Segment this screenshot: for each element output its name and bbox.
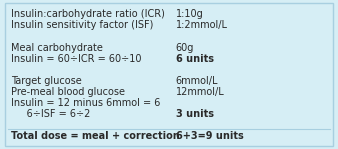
Text: Total dose = meal + correction: Total dose = meal + correction [11, 131, 180, 141]
Text: 6÷ISF = 6÷2: 6÷ISF = 6÷2 [11, 109, 91, 119]
Text: 6+3=9 units: 6+3=9 units [176, 131, 243, 141]
Text: 1:2mmol/L: 1:2mmol/L [176, 20, 228, 30]
Text: Target glucose: Target glucose [11, 76, 82, 86]
Text: Pre-meal blood glucose: Pre-meal blood glucose [11, 87, 125, 97]
Text: Insulin:carbohydrate ratio (ICR): Insulin:carbohydrate ratio (ICR) [11, 9, 165, 19]
Text: 12mmol/L: 12mmol/L [176, 87, 224, 97]
FancyBboxPatch shape [5, 3, 333, 146]
Text: 1:10g: 1:10g [176, 9, 203, 19]
Text: 6 units: 6 units [176, 54, 214, 64]
Text: 60g: 60g [176, 42, 194, 52]
Text: Insulin = 60÷ICR = 60÷10: Insulin = 60÷ICR = 60÷10 [11, 54, 142, 64]
Text: Meal carbohydrate: Meal carbohydrate [11, 42, 103, 52]
Text: 6mmol/L: 6mmol/L [176, 76, 218, 86]
Text: Insulin sensitivity factor (ISF): Insulin sensitivity factor (ISF) [11, 20, 154, 30]
Text: Insulin = 12 minus 6mmol = 6: Insulin = 12 minus 6mmol = 6 [11, 98, 161, 108]
Text: 3 units: 3 units [176, 109, 214, 119]
